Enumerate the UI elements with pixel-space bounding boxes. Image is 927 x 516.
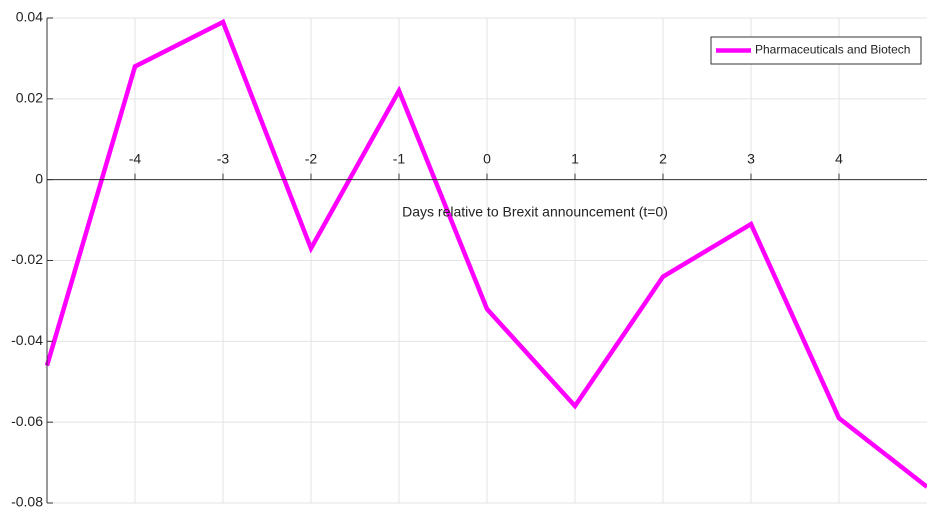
x-tick-label: 1	[571, 150, 579, 166]
y-tick-label: -0.06	[11, 413, 43, 429]
plot	[44, 18, 927, 489]
y-tick-label: -0.02	[11, 251, 43, 267]
y-tick-label: 0.04	[16, 9, 43, 25]
grid	[47, 17, 927, 504]
line-series	[44, 18, 927, 489]
x-tick-label: -3	[217, 150, 230, 166]
y-tick-label: -0.04	[11, 332, 43, 348]
x-tick-label: 4	[835, 150, 843, 166]
x-tick-label: 3	[747, 150, 755, 166]
x-tick-label: 0	[483, 150, 491, 166]
x-axis-label: Days relative to Brexit announcement (t=…	[402, 204, 668, 220]
y-tick-label: 0.02	[16, 90, 43, 106]
legend-label: Pharmaceuticals and Biotech	[755, 43, 910, 57]
x-tick-label: 2	[659, 150, 667, 166]
y-tick-label: 0	[35, 170, 43, 186]
y-tick-label: -0.08	[11, 494, 43, 510]
x-tick-label: -4	[129, 150, 142, 166]
x-tick-label: -2	[305, 150, 318, 166]
x-tick-label: -1	[393, 150, 406, 166]
